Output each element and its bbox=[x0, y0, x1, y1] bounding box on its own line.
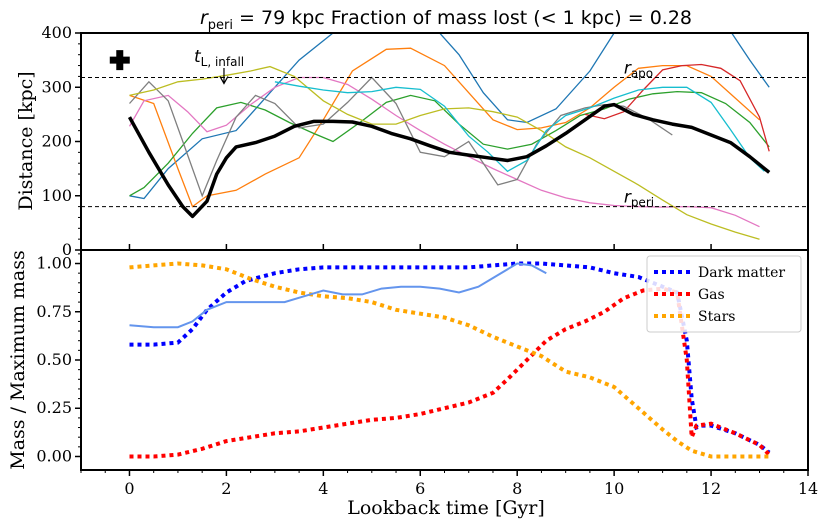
mass-panel: 0.00 0.25 0.50 0.75 1.00 0 2 4 6 8 10 12 14 Mass / M… bbox=[7, 249, 818, 519]
r-peri-label: rperi bbox=[624, 188, 654, 210]
mass-line-satellite-mass bbox=[129, 262, 547, 329]
orbit-line-main bbox=[127, 102, 771, 219]
legend-label-dark-matter: Dark matter bbox=[698, 265, 785, 281]
orbit-line-satellite-4 bbox=[584, 63, 770, 152]
distance-ytick-label: 300 bbox=[41, 77, 72, 96]
mass-ytick-label: 1.00 bbox=[36, 254, 72, 273]
chart-title: rperi = 79 kpc Fraction of mass lost (< … bbox=[200, 7, 692, 33]
xtick-label: 0 bbox=[124, 479, 134, 498]
infall-arrow bbox=[219, 68, 229, 85]
legend-label-gas: Gas bbox=[698, 287, 725, 303]
mass-ytick-label: 0.25 bbox=[36, 398, 72, 417]
distance-y-axis-label: Distance [kpc] bbox=[15, 71, 37, 210]
legend-label-stars: Stars bbox=[698, 309, 735, 325]
orbit-line-satellite-9 bbox=[274, 81, 765, 173]
distance-ytick-label: 400 bbox=[41, 23, 72, 42]
orbit-line-satellite-8 bbox=[129, 65, 760, 240]
xtick-label: 14 bbox=[798, 479, 818, 498]
mass-line-gas bbox=[129, 286, 771, 459]
orbit-line-satellite-7 bbox=[129, 76, 673, 198]
xtick-label: 10 bbox=[604, 479, 624, 498]
r-apo-label: rapo bbox=[624, 58, 653, 80]
mass-panel-frame bbox=[80, 249, 809, 471]
plus-marker-bar-v bbox=[116, 50, 124, 71]
mass-y-axis-label: Mass / Maximum mass bbox=[7, 250, 29, 470]
xtick-label: 8 bbox=[512, 479, 522, 498]
x-axis-label: Lookback time [Gyr] bbox=[347, 497, 545, 519]
orbit-line-satellite-3 bbox=[129, 90, 770, 197]
mass-line-dark-matter bbox=[129, 261, 771, 455]
orbit-line-satellite-1 bbox=[129, 33, 770, 200]
plus-marker bbox=[109, 50, 130, 71]
legend: Dark matter Gas Stars bbox=[646, 255, 802, 333]
distance-ytick-label: 0 bbox=[62, 240, 72, 259]
infall-time-annotation: tL, infall bbox=[194, 47, 244, 69]
distance-ytick-label: 200 bbox=[41, 132, 72, 151]
xtick-label: 12 bbox=[701, 479, 721, 498]
mass-line-stars bbox=[129, 261, 770, 459]
orbit-line-satellite-2 bbox=[129, 47, 760, 208]
legend-box bbox=[646, 255, 802, 333]
mass-ytick-label: 0.50 bbox=[36, 350, 72, 369]
xtick-label: 6 bbox=[415, 479, 425, 498]
xtick-label: 2 bbox=[221, 479, 231, 498]
mass-ytick-label: 0.00 bbox=[36, 446, 72, 465]
xtick-label: 4 bbox=[318, 479, 328, 498]
mass-ytick-label: 0.75 bbox=[36, 302, 72, 321]
distance-ytick-label: 100 bbox=[41, 186, 72, 205]
